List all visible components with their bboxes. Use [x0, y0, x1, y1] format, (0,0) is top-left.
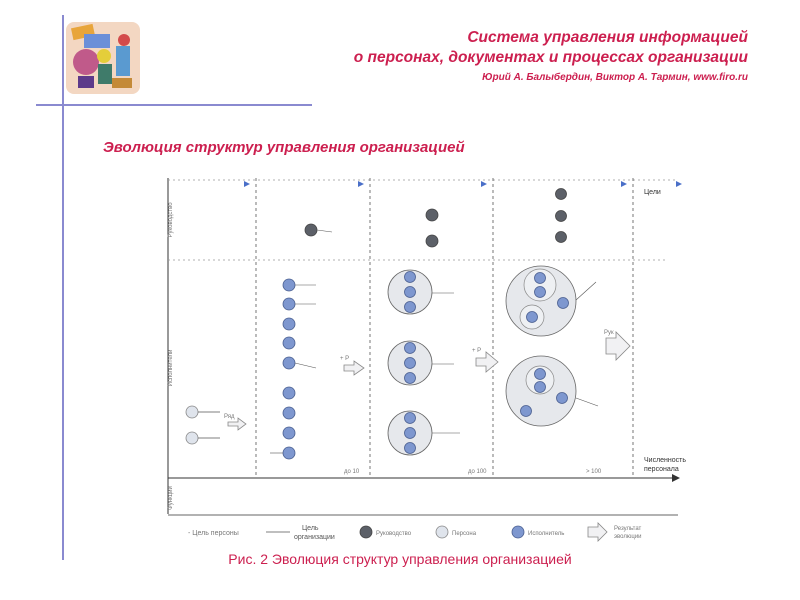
legend-manager-swatch: [359, 525, 373, 539]
executor-node: [534, 286, 546, 298]
person-node: [185, 431, 199, 445]
left-vertical-rule: [62, 15, 64, 560]
legend-person: Персона: [452, 531, 477, 537]
legend: - Цель персоны Цель организации Руководс…: [188, 522, 642, 542]
person-node: [185, 405, 199, 419]
executor-group: [387, 410, 460, 456]
stage-marker-4: [621, 181, 627, 187]
transition-arrow-4: [605, 331, 631, 361]
sub-group-circle: [525, 365, 555, 395]
executor-node: [404, 301, 416, 313]
x-label-line-1: Численность: [644, 457, 686, 464]
stage-label-1: до 10: [344, 469, 360, 475]
legend-growth-arrow: [587, 522, 608, 542]
executor-node: [282, 406, 296, 420]
executor-group: [387, 340, 454, 386]
x-label-line-2: персонала: [644, 466, 679, 473]
legend-growth-line-1: Результат: [614, 526, 642, 532]
goal-line: [575, 397, 599, 407]
legend-org-goal-line-2: организации: [294, 534, 335, 541]
nested-group: [505, 265, 597, 337]
executor-node: [282, 336, 296, 350]
manager-node: [425, 234, 439, 248]
goals-label: Цели: [644, 189, 661, 196]
y-label-functions: Функции: [168, 486, 174, 510]
sub-group-circle: [523, 268, 557, 302]
executor-node: [556, 392, 568, 404]
executor-node: [534, 368, 546, 380]
manager-node: [425, 208, 439, 222]
executor-node: [282, 446, 296, 460]
stage-label-2: до 100: [468, 469, 487, 475]
stage-marker-2: [358, 181, 364, 187]
firo-logo-image: [66, 22, 140, 94]
executor-node: [404, 412, 416, 424]
stage-label-3: > 100: [586, 469, 602, 475]
slide-heading: Эволюция структур управления организацие…: [103, 139, 465, 156]
transition-label-2: + Р: [340, 356, 349, 362]
transition-label-4: Рук: [604, 330, 614, 336]
legend-person-goal: - Цель персоны: [188, 530, 239, 537]
header-horizontal-rule: [36, 104, 312, 106]
executor-column: [270, 278, 317, 460]
legend-growth-line-2: эволюции: [614, 534, 642, 540]
executor-node: [282, 278, 296, 292]
executor-node: [534, 272, 546, 284]
manager-node: [555, 231, 567, 243]
manager-node: [304, 223, 318, 237]
y-label-executors: Исполнители: [168, 350, 174, 387]
system-title: Система управления информацией о персона…: [354, 28, 748, 68]
executor-node: [282, 356, 296, 370]
executor-node: [404, 357, 416, 369]
evolution-diagram: Руководство Исполнители Функции Цели Чис…: [167, 178, 686, 542]
transition-label-1: Ряд: [224, 414, 235, 420]
transition-arrow-1: [227, 417, 247, 431]
goal-line: [575, 281, 597, 301]
executor-node: [404, 286, 416, 298]
legend-manager: Руководство: [376, 531, 412, 537]
legend-person-swatch: [435, 525, 449, 539]
transition-arrow-3: [475, 351, 499, 373]
executor-node: [282, 297, 296, 311]
stage-marker-3: [481, 181, 487, 187]
executor-node: [282, 426, 296, 440]
executor-node: [404, 342, 416, 354]
executor-node: [282, 386, 296, 400]
authors-line: Юрий А. Балыбердин, Виктор А. Тармин, ww…: [482, 72, 748, 83]
legend-executor: Исполнитель: [528, 531, 564, 537]
executor-node: [404, 427, 416, 439]
stage-marker-1: [244, 181, 250, 187]
manager-node: [555, 188, 567, 200]
executor-node: [282, 317, 296, 331]
figure-caption: Рис. 2 Эволюция структур управления орга…: [228, 551, 572, 567]
title-line-1: Система управления информацией: [467, 29, 748, 46]
goals-marker: [676, 181, 682, 187]
executor-group: [387, 269, 454, 315]
y-label-management: Руководство: [168, 202, 174, 238]
legend-executor-swatch: [511, 525, 525, 539]
transition-arrow-2: [343, 360, 365, 376]
manager-node: [555, 210, 567, 222]
executor-node: [526, 311, 538, 323]
title-line-2: о персонах, документах и процессах орган…: [353, 49, 748, 66]
executor-node: [404, 271, 416, 283]
transition-label-3: + Р: [472, 348, 481, 354]
legend-org-goal-line-1: Цель: [302, 525, 319, 532]
executor-node: [534, 381, 546, 393]
goal-line: [294, 362, 317, 369]
executor-node: [404, 372, 416, 384]
executor-node: [557, 297, 569, 309]
goal-line: [316, 229, 333, 233]
executor-node: [520, 405, 532, 417]
executor-node: [404, 442, 416, 454]
nested-group: [505, 355, 599, 427]
